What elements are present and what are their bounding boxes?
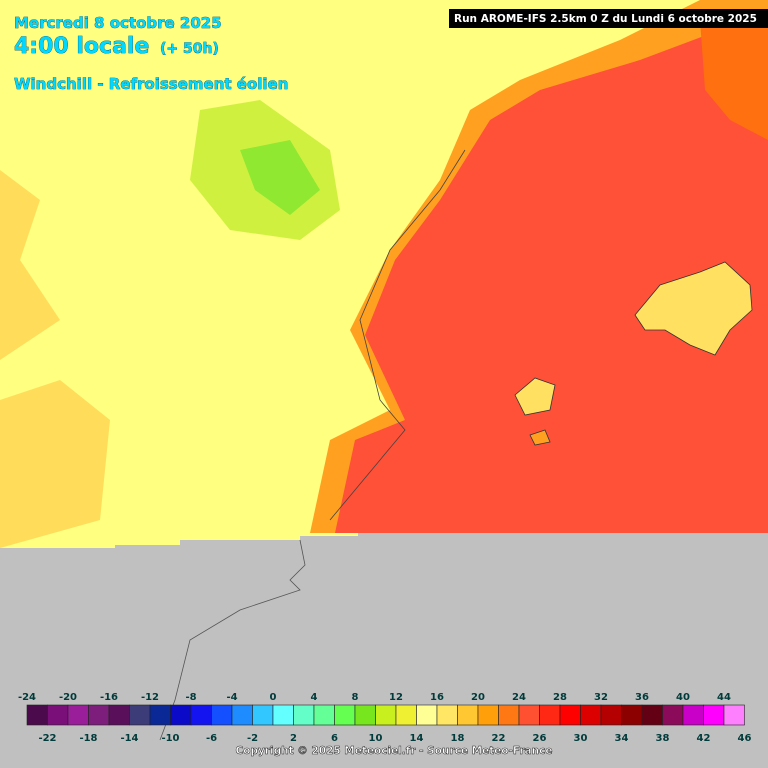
legend-swatch xyxy=(662,704,684,726)
legend-tick-label: 18 xyxy=(451,733,465,744)
legend-tick-label: 6 xyxy=(331,733,338,744)
formentera xyxy=(529,429,551,446)
run-info: Run AROME-IFS 2.5km 0 Z du Lundi 6 octob… xyxy=(454,13,757,25)
legend-swatch xyxy=(88,704,110,726)
legend-swatch xyxy=(272,704,294,726)
legend-tick-label: 8 xyxy=(352,692,359,703)
legend-swatch xyxy=(334,704,356,726)
legend-swatch xyxy=(395,704,417,726)
date: Mercredi 8 octobre 2025 xyxy=(14,14,222,32)
legend-swatch xyxy=(457,704,479,726)
legend-swatch xyxy=(559,704,581,726)
legend-tick-label: 26 xyxy=(533,733,547,744)
legend-swatch xyxy=(703,704,725,726)
legend: -24-22-20-18-16-14-12-10-8-6-4-202468101… xyxy=(18,692,752,744)
legend-tick-label: 28 xyxy=(553,692,567,703)
legend-tick-label: -24 xyxy=(18,692,36,703)
legend-tick-label: 38 xyxy=(656,733,670,744)
legend-swatch xyxy=(313,704,335,726)
legend-swatch xyxy=(723,704,745,726)
legend-tick-label: -22 xyxy=(38,733,56,744)
legend-tick-label: 42 xyxy=(697,733,711,744)
legend-swatch xyxy=(26,704,48,726)
legend-swatch xyxy=(129,704,151,726)
legend-tick-label: 40 xyxy=(676,692,690,703)
legend-swatch xyxy=(518,704,540,726)
legend-swatch xyxy=(621,704,643,726)
ibiza xyxy=(514,377,556,416)
legend-tick-label: 32 xyxy=(594,692,608,703)
legend-swatch xyxy=(47,704,69,726)
legend-swatch xyxy=(293,704,315,726)
legend-tick-label: -20 xyxy=(59,692,77,703)
legend-tick-label: 20 xyxy=(471,692,485,703)
copyright: Copyright © 2025 Meteociel.fr - Source M… xyxy=(236,745,553,757)
legend-tick-label: 46 xyxy=(738,733,752,744)
legend-tick-label: 30 xyxy=(574,733,588,744)
legend-swatch xyxy=(436,704,458,726)
sea xyxy=(335,30,768,533)
legend-tick-label: 36 xyxy=(635,692,649,703)
legend-tick-label: 10 xyxy=(369,733,383,744)
legend-swatch xyxy=(149,704,171,726)
legend-swatch xyxy=(539,704,561,726)
legend-tick-label: -8 xyxy=(185,692,196,703)
lead: (+ 50h) xyxy=(160,41,219,57)
product: Windchill - Refroissement éolien xyxy=(14,75,288,93)
legend-swatch xyxy=(190,704,212,726)
cold-zone xyxy=(240,140,320,215)
legend-swatch xyxy=(252,704,274,726)
legend-tick-label: 14 xyxy=(410,733,424,744)
legend-tick-label: 22 xyxy=(492,733,506,744)
legend-swatch xyxy=(354,704,376,726)
legend-swatch xyxy=(67,704,89,726)
legend-swatch xyxy=(211,704,233,726)
legend-tick-label: -16 xyxy=(100,692,118,703)
land-warm xyxy=(0,170,110,548)
coastline-east xyxy=(329,149,466,521)
legend-tick-label: -6 xyxy=(206,733,217,744)
legend-swatch xyxy=(600,704,622,726)
legend-swatch xyxy=(416,704,438,726)
legend-tick-label: 4 xyxy=(311,692,318,703)
legend-tick-label: -2 xyxy=(247,733,258,744)
time: 4:00 locale xyxy=(14,34,149,59)
legend-swatch xyxy=(170,704,192,726)
legend-swatch xyxy=(580,704,602,726)
sea-warm xyxy=(700,20,768,140)
legend-tick-label: 2 xyxy=(290,733,297,744)
legend-swatch xyxy=(231,704,253,726)
legend-swatch xyxy=(498,704,520,726)
legend-tick-label: -12 xyxy=(141,692,159,703)
legend-swatch xyxy=(375,704,397,726)
coastline xyxy=(159,539,306,741)
mallorca xyxy=(634,261,753,356)
legend-tick-label: 44 xyxy=(717,692,731,703)
legend-tick-label: 34 xyxy=(615,733,629,744)
legend-tick-label: -18 xyxy=(79,733,97,744)
legend-swatch xyxy=(477,704,499,726)
legend-swatch xyxy=(682,704,704,726)
legend-tick-label: 24 xyxy=(512,692,526,703)
legend-tick-label: 0 xyxy=(270,692,277,703)
legend-swatch xyxy=(641,704,663,726)
legend-swatch xyxy=(108,704,130,726)
legend-tick-label: 16 xyxy=(430,692,444,703)
run-box xyxy=(449,9,768,28)
legend-tick-label: -4 xyxy=(226,692,237,703)
legend-tick-label: -10 xyxy=(161,733,179,744)
legend-tick-label: 12 xyxy=(389,692,403,703)
legend-tick-label: -14 xyxy=(120,733,138,744)
